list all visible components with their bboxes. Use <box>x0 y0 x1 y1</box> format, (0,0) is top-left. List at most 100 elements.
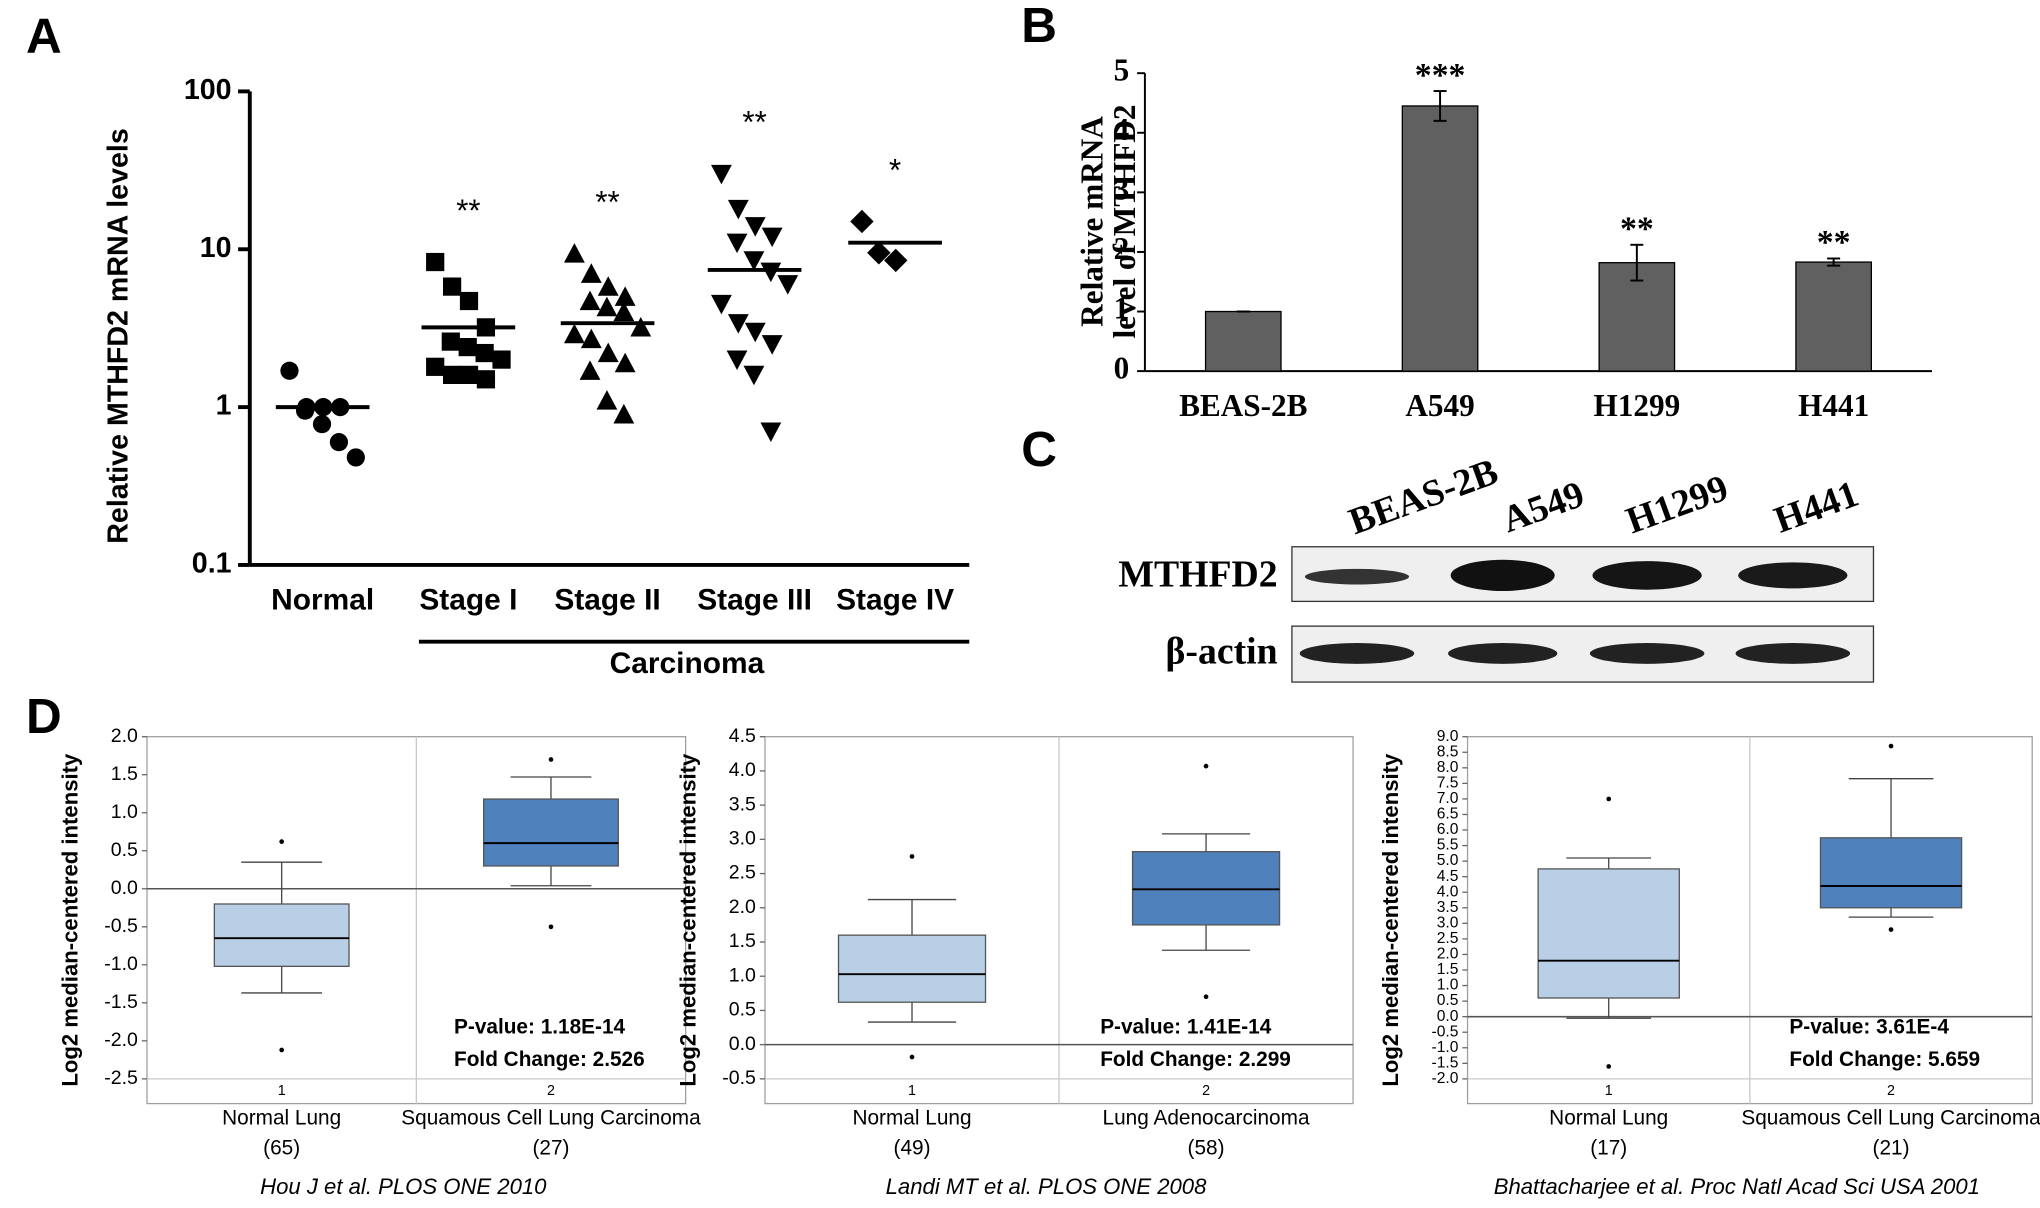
panel-label: A <box>26 8 62 63</box>
bar <box>1401 105 1479 372</box>
y-tick-label: 8.5 <box>1437 743 1459 760</box>
box <box>483 798 619 867</box>
point <box>580 263 602 283</box>
y-tick-label: -2.0 <box>1432 1070 1459 1087</box>
point <box>727 314 749 334</box>
sample-count: (21) <box>1873 1137 1910 1160</box>
row-label: MTHFD2 <box>1118 554 1277 596</box>
point <box>613 301 635 322</box>
x-tick-label: Stage IV <box>836 583 954 616</box>
y-axis-label: Relative MTHFD2 mRNA levels <box>102 128 134 544</box>
point <box>711 294 732 315</box>
point <box>426 252 445 272</box>
box-number: 2 <box>1202 1083 1210 1099</box>
point <box>329 433 349 452</box>
x-tick-label: Normal Lung <box>222 1107 341 1130</box>
box <box>1537 868 1680 999</box>
outlier <box>1203 994 1209 1000</box>
citation: Landi MT et al. PLOS ONE 2008 <box>886 1174 1207 1199</box>
outlier <box>1888 927 1894 932</box>
outlier <box>1203 763 1209 769</box>
band <box>1735 643 1851 664</box>
y-tick-label: 0.0 <box>111 877 138 899</box>
y-tick-label: 2.0 <box>111 725 138 747</box>
band <box>1299 643 1415 664</box>
y-tick-label: 1 <box>216 390 232 422</box>
panel-label: C <box>1021 422 1057 477</box>
band <box>1304 568 1410 585</box>
outlier <box>548 924 554 930</box>
band <box>1450 559 1555 591</box>
y-tick-label: 5.5 <box>1437 837 1459 854</box>
y-tick-label: 0.5 <box>1437 992 1459 1009</box>
band <box>1448 643 1558 664</box>
point <box>459 291 479 311</box>
y-tick-label: 4.0 <box>729 759 756 781</box>
point <box>441 332 460 351</box>
y-tick-label: -2.0 <box>104 1029 138 1051</box>
y-tick-label: 7.5 <box>1437 774 1459 791</box>
annotation: *** <box>1415 57 1466 94</box>
point <box>743 251 765 271</box>
y-tick-label: 1.0 <box>1437 977 1459 994</box>
bar <box>1204 310 1282 372</box>
y-axis-label: Log2 median-centered intensity <box>57 753 82 1087</box>
y-tick-label: 4.0 <box>1437 883 1459 900</box>
annotation: ** <box>1817 224 1851 261</box>
point <box>850 209 874 234</box>
y-tick-label: 2.0 <box>729 896 756 918</box>
sample-count: (49) <box>894 1137 931 1160</box>
annotation: ** <box>595 184 619 219</box>
y-tick-label: -0.5 <box>104 915 138 937</box>
lane-label: A549 <box>1497 473 1590 541</box>
y-tick-label: 2 <box>1114 231 1130 266</box>
point <box>726 350 748 371</box>
blot: BEAS-2B A549 H1299 H441 MTHFD2 β-actin <box>1118 451 1875 683</box>
y-tick-label: 10 <box>200 232 232 264</box>
point <box>312 415 332 434</box>
point <box>426 357 445 376</box>
y-tick-label: 6.5 <box>1437 806 1459 823</box>
y-tick-label: 0.0 <box>729 1033 756 1055</box>
box <box>1131 851 1281 926</box>
point <box>580 328 602 349</box>
x-tick-label: H1299 <box>1593 388 1680 423</box>
point <box>597 342 619 363</box>
point <box>280 361 299 380</box>
point <box>458 337 477 357</box>
point <box>761 227 783 248</box>
y-tick-label: 5.0 <box>1437 852 1459 869</box>
x-tick-label: Stage III <box>697 583 812 616</box>
band <box>1589 643 1705 664</box>
point <box>743 365 765 386</box>
y-tick-label: 1.5 <box>729 930 756 952</box>
point <box>346 448 365 467</box>
outlier <box>279 839 285 844</box>
point <box>760 262 782 283</box>
y-tick-label: 1.0 <box>111 801 138 823</box>
outlier <box>1888 743 1894 749</box>
x-tick-label: Normal Lung <box>852 1107 971 1130</box>
y-tick-label: 9.0 <box>1437 728 1459 745</box>
annotation: ** <box>456 193 480 228</box>
y-tick-label: 3.0 <box>729 828 756 850</box>
y-tick-label: 4 <box>1114 112 1130 147</box>
outlier <box>909 854 915 859</box>
y-axis-label: Relative mRNA <box>1075 116 1110 327</box>
point <box>579 290 601 311</box>
y-axis-label: Log2 median-centered intensity <box>675 753 700 1087</box>
outlier <box>1606 1064 1612 1069</box>
point <box>596 296 618 317</box>
band <box>1738 562 1848 589</box>
point <box>614 352 636 373</box>
x-tick-label: Squamous Cell Lung Carcinoma <box>401 1107 701 1130</box>
lane-label: H441 <box>1769 473 1864 542</box>
x-tick-label: A549 <box>1405 388 1474 423</box>
y-tick-label: 8.0 <box>1437 759 1459 776</box>
fold-change: Fold Change: 2.526 <box>454 1048 645 1071</box>
y-tick-label: -2.5 <box>104 1067 138 1089</box>
point <box>563 323 585 344</box>
y-tick-label: 3.5 <box>729 793 756 815</box>
x-tick-label: Lung Adenocarcinoma <box>1103 1107 1310 1130</box>
citation: Bhattacharjee et al. Proc Natl Acad Sci … <box>1494 1174 1980 1199</box>
